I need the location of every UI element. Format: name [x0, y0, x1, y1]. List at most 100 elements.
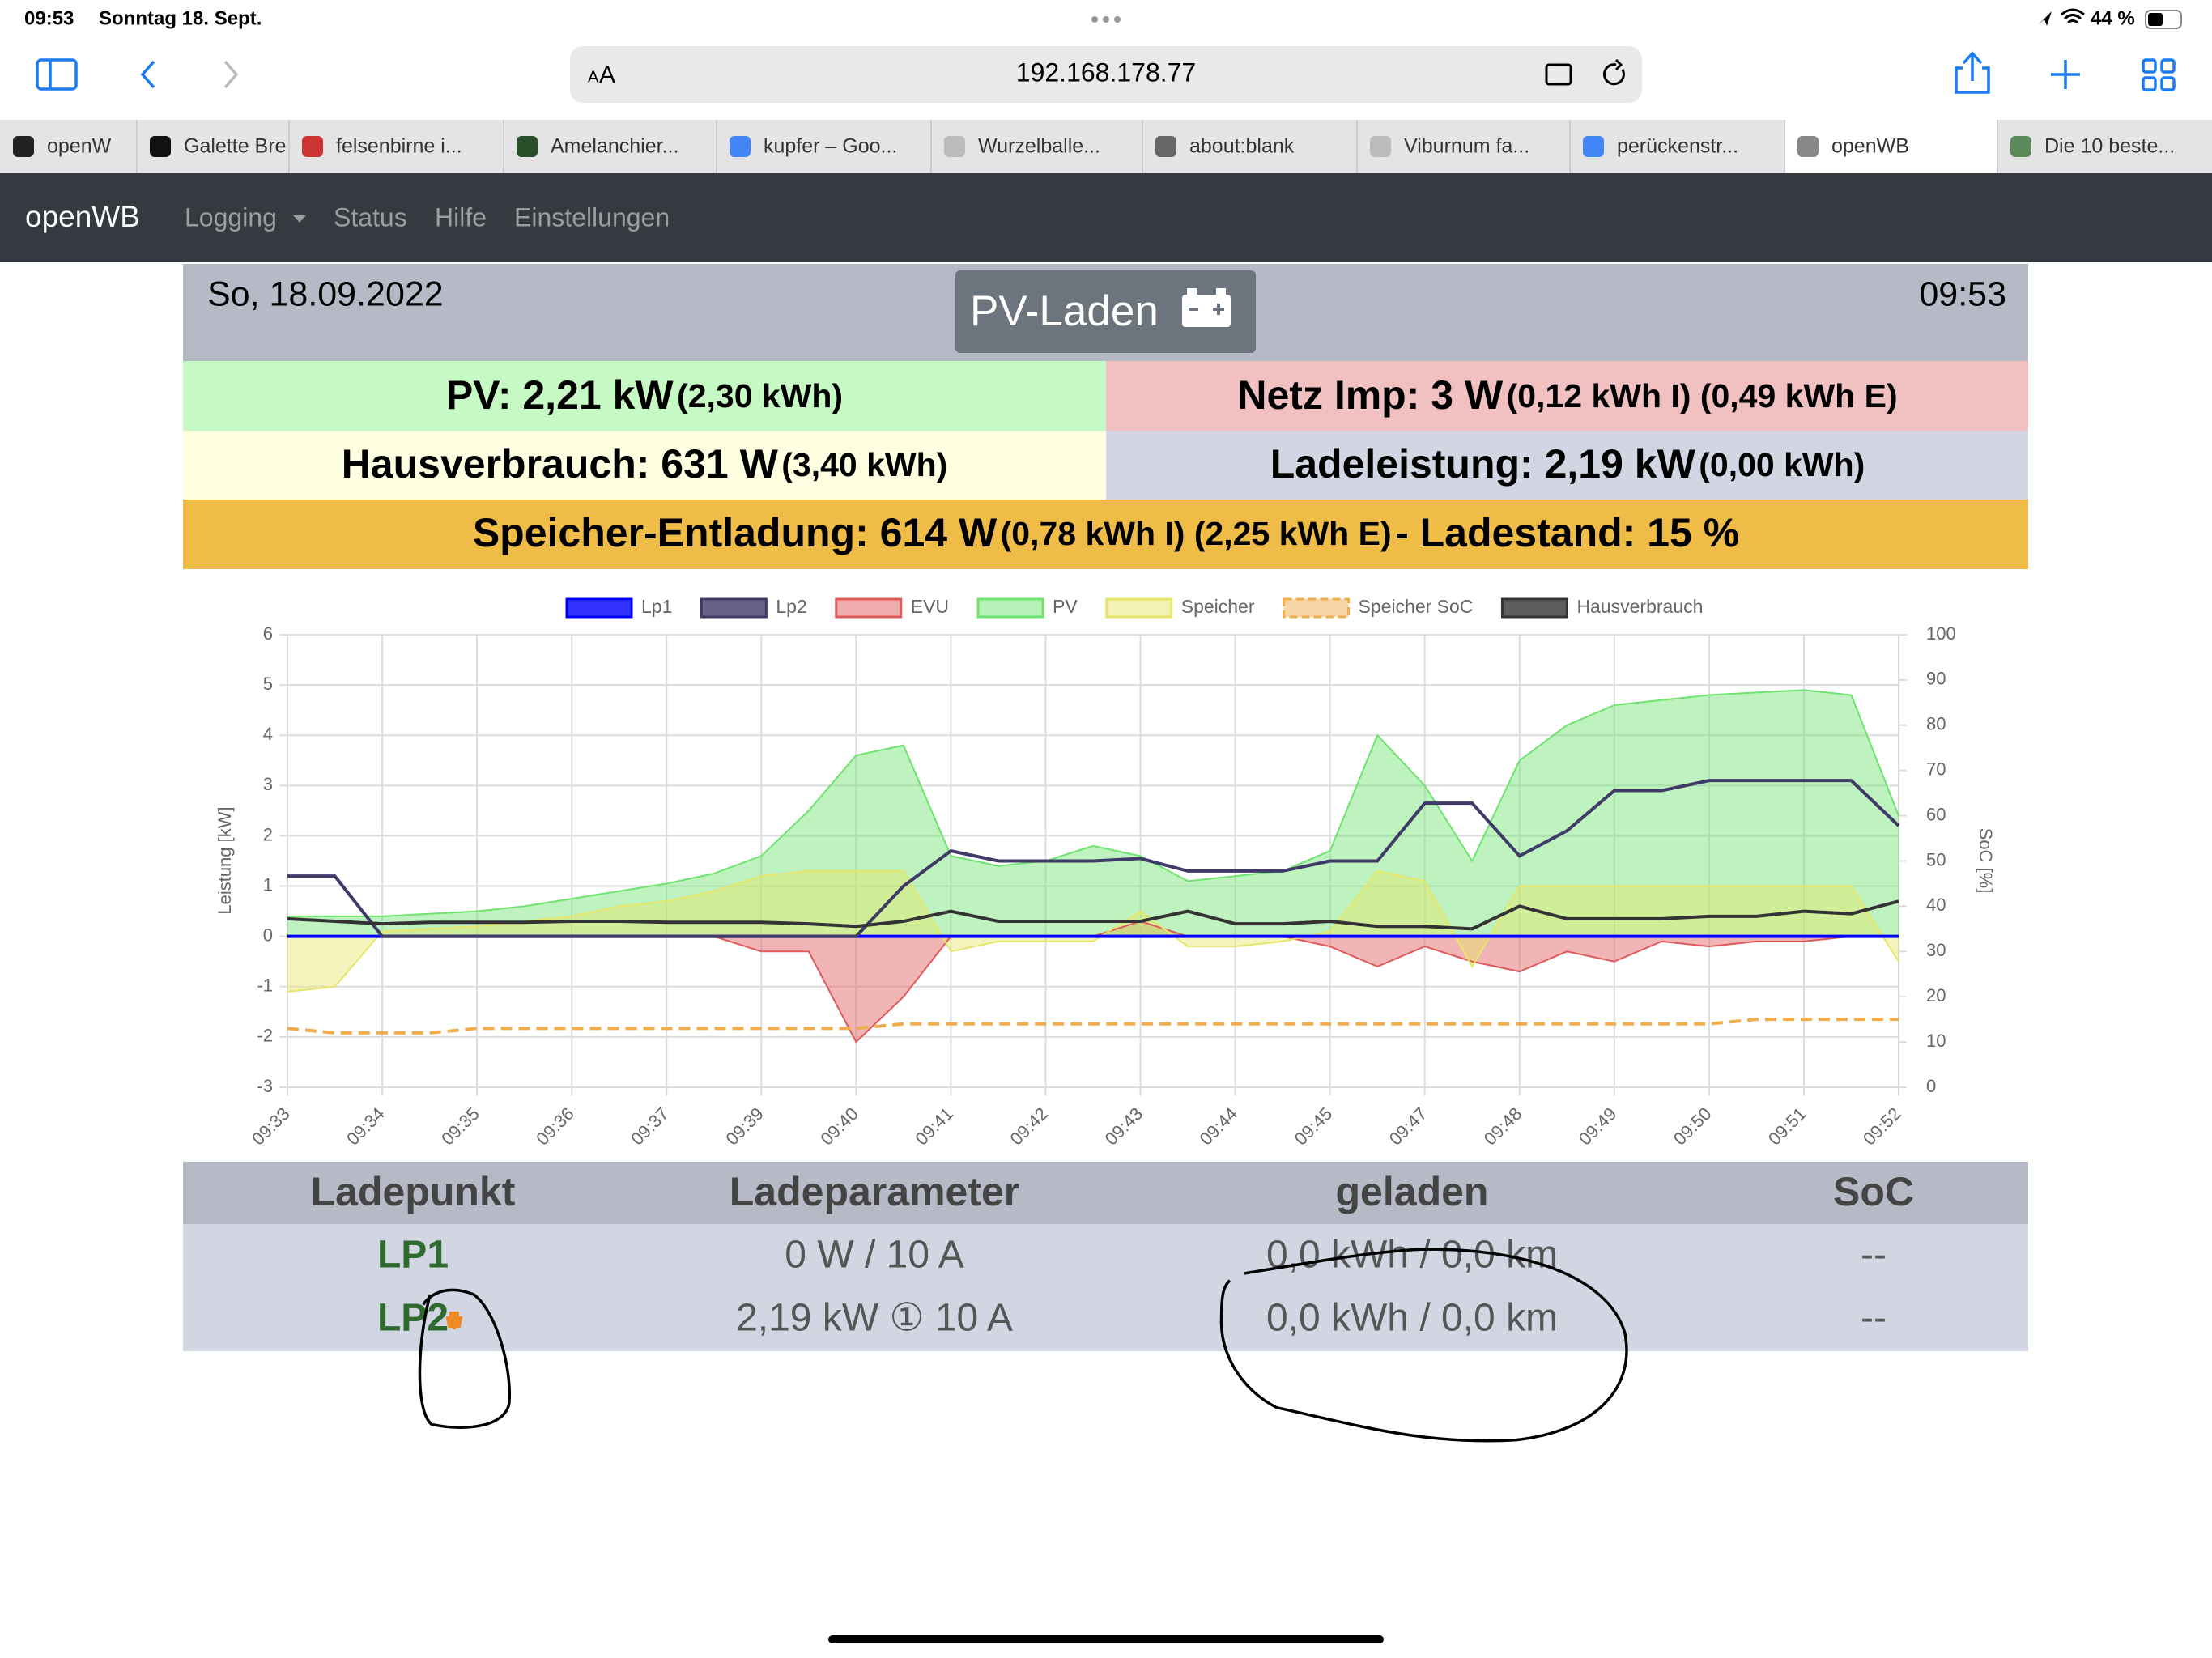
tab-icon [150, 136, 171, 157]
tab-icon [730, 136, 751, 157]
tab-title[interactable]: Viburnum fa... [1404, 135, 1529, 158]
grid-detail: (0,12 kWh I) (0,49 kWh E) [1507, 377, 1898, 414]
date: Sonntag 18. Sept. [99, 7, 262, 29]
url-icons[interactable] [1545, 58, 1625, 86]
house-box [183, 431, 1106, 500]
text-size-large[interactable]: A [599, 62, 615, 88]
legend-label[interactable]: Hausverbrauch [1576, 596, 1703, 617]
y-tick-label: 2 [263, 824, 273, 844]
table-header-cell: SoC [1833, 1169, 1914, 1214]
legend-swatch[interactable] [565, 597, 633, 619]
wifi-icon [2061, 8, 2085, 24]
house-main: Hausverbrauch: 631 W [342, 441, 779, 487]
y2-tick-label: 90 [1926, 669, 1946, 689]
charge-box [1106, 431, 2028, 500]
tab-title[interactable]: kupfer – Goo... [764, 135, 897, 158]
tab-title[interactable]: felsenbirne i... [336, 135, 462, 158]
table-cell[interactable]: LP2 [377, 1297, 449, 1340]
y-tick-label: 0 [263, 925, 273, 945]
x-tick-label: 09:52 [1859, 1103, 1905, 1150]
line [287, 779, 1900, 938]
legend-swatch[interactable] [835, 597, 903, 619]
legend-label[interactable]: Speicher SoC [1359, 596, 1474, 617]
scribbles [418, 1248, 1628, 1443]
x-tick-label: 09:47 [1385, 1103, 1431, 1150]
charge-detail: (0,00 kWh) [1699, 446, 1865, 483]
mode-label[interactable]: PV-Laden [970, 287, 1159, 335]
nav-link[interactable]: Logging [185, 202, 277, 232]
x-tick-label: 09:42 [1006, 1103, 1053, 1150]
y-tick-label: 4 [263, 724, 273, 744]
x-tick-label: 09:45 [1291, 1103, 1337, 1150]
tab-title[interactable]: openW [47, 135, 112, 158]
plug-icon [445, 1312, 463, 1329]
table-header-cell: Ladeparameter [730, 1169, 1020, 1214]
clock: 09:53 [24, 7, 74, 29]
nav-link[interactable]: Status [334, 202, 407, 232]
pv-box [183, 361, 1106, 431]
x-tick-label: 09:35 [437, 1103, 483, 1150]
grid-box [1106, 361, 2028, 431]
legend-swatch[interactable] [976, 597, 1044, 619]
y-tick-label: 3 [263, 774, 273, 794]
area [287, 870, 1899, 992]
nav-link[interactable]: Hilfe [435, 202, 487, 232]
x-tick-label: 09:39 [721, 1103, 768, 1150]
storage-box [183, 500, 2028, 569]
x-tick-label: 09:34 [342, 1103, 389, 1150]
tab-title[interactable]: Amelanchier... [551, 135, 678, 158]
grid-text: Netz Imp: 3 W (0,12 kWh I) (0,49 kWh E) [1237, 372, 1897, 418]
x-tick-label: 09:43 [1101, 1103, 1147, 1150]
brand[interactable]: openWB [25, 200, 140, 233]
tab-title[interactable]: perückenstr... [1617, 135, 1738, 158]
toolbar-icons[interactable] [36, 51, 2176, 94]
x-tick-label: 09:37 [627, 1103, 673, 1150]
table-cell: 0,0 kWh / 0,0 km [1266, 1297, 1558, 1340]
tab-title[interactable]: Wurzelballe... [978, 135, 1100, 158]
storage-detail: (0,78 kWh I) (2,25 kWh E) [1001, 515, 1392, 552]
tab-icon [517, 136, 538, 157]
house-detail: (3,40 kWh) [781, 446, 947, 483]
legend-swatch[interactable] [1283, 597, 1351, 619]
table-header [183, 1162, 2028, 1224]
legend-swatch[interactable] [1500, 597, 1568, 619]
y2-tick-label: 70 [1926, 759, 1946, 780]
table-cell[interactable]: LP1 [377, 1234, 449, 1277]
url-field[interactable] [570, 46, 1642, 103]
tab-icon [1797, 136, 1819, 157]
nav-link[interactable]: Einstellungen [514, 202, 670, 232]
storage-text: Speicher-Entladung: 614 W (0,78 kWh I) (… [473, 510, 1739, 555]
x-tick-label: 09:33 [248, 1103, 294, 1150]
text-size-small[interactable]: A [588, 68, 599, 86]
table-cell: 2,19 kW ① 10 A [736, 1297, 1013, 1340]
forward-button[interactable] [223, 60, 239, 89]
y-axis-title: Leistung [kW] [215, 806, 235, 914]
legend-swatch[interactable] [1105, 597, 1173, 619]
battery-signs [1189, 304, 1224, 315]
chart: -3-2-10123456010203040506070809010009:33… [215, 596, 1996, 1150]
y2-tick-label: 100 [1926, 623, 1956, 644]
grid-main: Netz Imp: 3 W [1237, 372, 1504, 418]
legend-label[interactable]: EVU [911, 596, 949, 617]
tab-title[interactable]: Die 10 beste... [2044, 135, 2175, 158]
battery-level [2148, 13, 2163, 26]
x-tick-label: 09:51 [1764, 1103, 1810, 1150]
legend-label[interactable]: Speicher [1181, 596, 1255, 617]
battery-text: 44 % [2091, 7, 2135, 29]
legend-label[interactable]: Lp1 [641, 596, 672, 617]
active-tab[interactable] [1784, 120, 1997, 173]
legend-swatch[interactable] [700, 597, 768, 619]
tab-title[interactable]: about:blank [1189, 135, 1295, 158]
header-time: 09:53 [1919, 274, 2006, 313]
url[interactable]: 192.168.178.77 [1016, 57, 1196, 87]
tab-title[interactable]: Galette Bre [184, 135, 286, 158]
legend-label[interactable]: Lp2 [776, 596, 806, 617]
mode-button[interactable] [955, 270, 1256, 353]
tab-title[interactable]: openWB [1831, 135, 1909, 158]
legend-label[interactable]: PV [1053, 596, 1078, 617]
y-tick-label: 6 [263, 623, 273, 644]
table-body [183, 1224, 2028, 1351]
battery-icon [2145, 10, 2182, 29]
